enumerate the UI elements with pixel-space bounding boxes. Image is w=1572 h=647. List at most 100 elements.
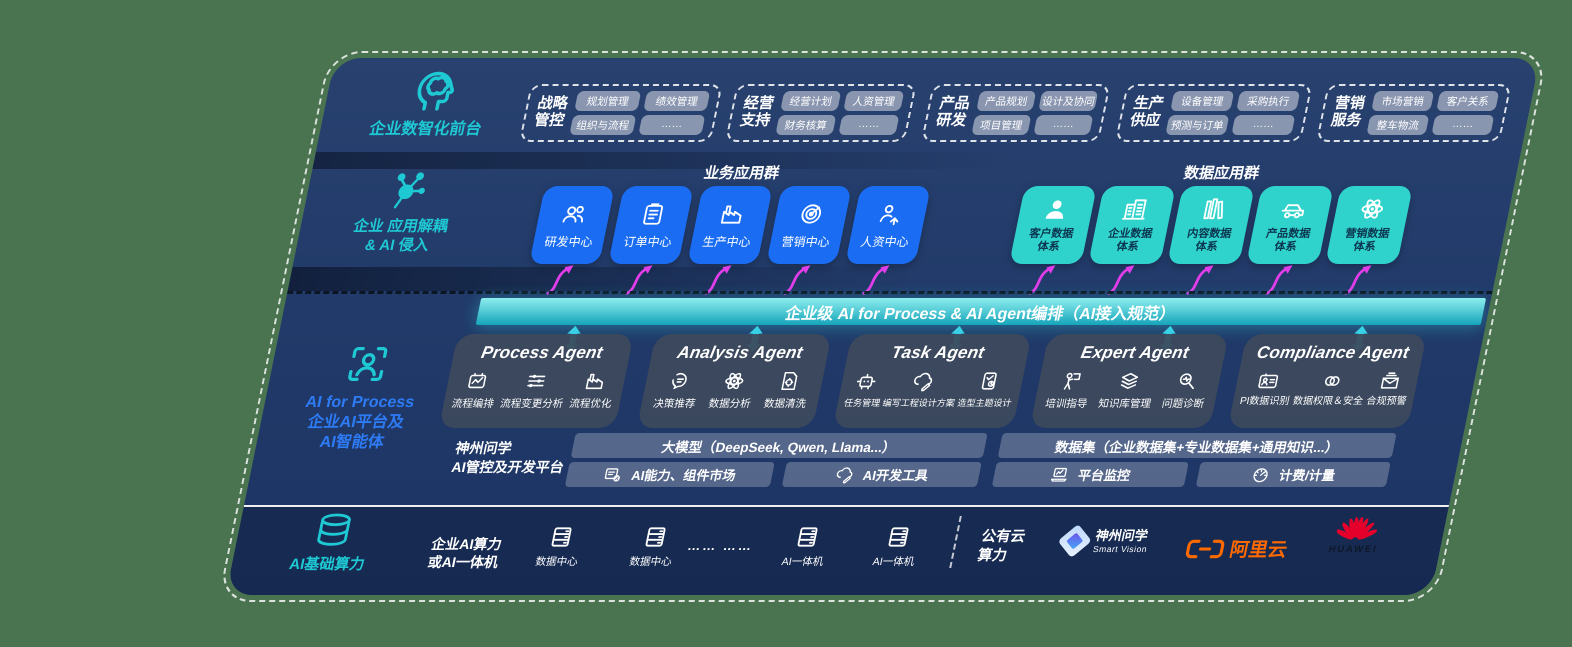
chip: 组织与流程 [569, 115, 637, 135]
compute-band-divider [243, 505, 1450, 507]
agent-item: 流程变更分析 [499, 370, 570, 411]
ai-appliance-node: AI一体机 [766, 524, 845, 569]
front-group-marketing: 营销 服务 市场营销 客户关系 整车物流 …… [1315, 84, 1512, 142]
head-brain-icon [404, 64, 464, 114]
huawei-flower-icon [1335, 514, 1381, 542]
decision-recommend-icon [666, 370, 692, 392]
agent-item: PI数据识别 [1239, 370, 1296, 407]
ai-appliance-node: AI一体机 [857, 524, 936, 569]
diagnosis-icon [1174, 370, 1200, 392]
business-app-production-center: 生产中心 [687, 186, 773, 264]
dev-tools-icon [833, 465, 856, 484]
agent-item: 编写工程设计方案 [882, 370, 962, 409]
agent-item: 数据权限＆安全 [1292, 370, 1370, 407]
chip: 整车物流 [1366, 115, 1430, 135]
chip: 经营计划 [780, 91, 842, 111]
enterprise-building-icon [1120, 196, 1151, 222]
order-clipboard-icon [638, 201, 669, 227]
business-apps-title: 业务应用群 [702, 165, 781, 182]
model-bar: 大模型（DeepSeek, Qwen, Llama...） [570, 433, 988, 458]
chip: 财务核算 [775, 115, 837, 135]
chip: …… [1033, 115, 1094, 135]
metering-bar: 计费/计量 [1195, 462, 1391, 487]
group-chips: 经营计划 人资管理 财务核算 …… [775, 91, 905, 135]
ai-components-icon [602, 465, 625, 484]
change-analysis-icon [523, 370, 549, 392]
training-icon [1058, 370, 1084, 392]
agent-item: 流程优化 [568, 370, 618, 411]
compute-rail-label: AI基础算力 [287, 556, 367, 573]
design-doc-icon [910, 370, 936, 392]
expert-agent-card: Expert Agent 培训指导 知识库管理 问题诊断 [1029, 334, 1229, 428]
data-app-enterprise: 企业数据 体系 [1088, 186, 1176, 264]
group-chips: 设备管理 采购执行 预测与订单 …… [1165, 91, 1301, 135]
ellipsis-nodes: …… …… [686, 538, 755, 553]
agent-item: 决策推荐 [652, 370, 702, 411]
data-app-product: 产品数据 体系 [1246, 186, 1334, 264]
agent-title: Analysis Agent [675, 343, 805, 362]
datacenter-node: 数据中心 [520, 524, 599, 569]
chip: …… [638, 115, 706, 135]
task-manage-icon [853, 370, 879, 392]
chip: 设备管理 [1170, 91, 1235, 111]
data-clean-icon [776, 370, 802, 392]
enterprise-compute-label: 企业AI算力 或AI一体机 [426, 536, 504, 571]
group-chips: 产品规划 设计及协同 项目管理 …… [971, 91, 1099, 135]
business-app-order-center: 订单中心 [608, 186, 694, 264]
alicloud-brackets-icon [1183, 538, 1227, 560]
chip: 产品规划 [976, 91, 1037, 111]
pi-recognition-icon [1256, 370, 1282, 392]
compliance-agent-card: Compliance Agent PI数据识别 数据权限＆安全 合规预警 [1227, 334, 1427, 428]
group-chips: 市场营销 客户关系 整车物流 …… [1366, 91, 1500, 135]
server-icon [640, 524, 671, 550]
compliance-alert-icon [1377, 370, 1403, 392]
front-group-supply: 生产 供应 设备管理 采购执行 预测与订单 …… [1114, 84, 1313, 142]
group-name: 经营 支持 [738, 95, 776, 129]
alicloud-vendor: 阿里云 [1182, 535, 1290, 562]
dataset-bar: 数据集（企业数据集+专业数据集+通用知识...） [997, 433, 1397, 458]
data-app-marketing: 营销数据 体系 [1325, 186, 1413, 264]
aifp-rail-label: AI for Process 企业AI平台及 AI智能体 [303, 394, 416, 451]
agent-item: 流程编排 [450, 370, 500, 411]
agent-title: Expert Agent [1079, 343, 1191, 362]
agent-title: Process Agent [479, 343, 605, 362]
platform-monitor-bar: 平台监控 [991, 462, 1189, 487]
orchestration-bar: 企业级 AI for Process & AI Agent编排（AI接入规范） [475, 298, 1487, 325]
decouple-rail-label: 企业 应用解耦 & AI 侵入 [351, 218, 450, 254]
front-group-product: 产品 研发 产品规划 设计及协同 项目管理 …… [920, 84, 1111, 142]
data-analysis-icon [721, 370, 747, 392]
main-panel: 企业数智化前台 战略 管控 规划管理 绩效管理 组织与流程 …… 经营 支持 经营计… [218, 51, 1548, 602]
meter-gauge-icon [1250, 465, 1273, 484]
layer-divider-dashed-line [286, 291, 1493, 294]
chip: 预测与订单 [1165, 115, 1230, 135]
molecule-icon [382, 168, 435, 212]
person-scan-icon [340, 341, 395, 387]
process-optimization-icon [582, 370, 608, 392]
agent-item: 造型主题设计 [956, 370, 1018, 409]
data-app-content: 内容数据 体系 [1167, 186, 1255, 264]
marketing-atom-icon [1357, 196, 1388, 222]
front-rail: 企业数智化前台 [338, 64, 523, 140]
huawei-vendor: HUAWEI [1320, 514, 1392, 555]
datacenter-node: 数据中心 [614, 524, 693, 569]
compute-rail: AI基础算力 [255, 510, 408, 575]
server-icon [546, 524, 577, 550]
front-rail-label: 企业数智化前台 [367, 121, 484, 138]
agent-item: 知识库管理 [1097, 370, 1158, 411]
business-app-hr-center: 人资中心 [845, 186, 931, 264]
business-app-marketing-center: 营销中心 [766, 186, 852, 264]
content-books-icon [1199, 196, 1230, 222]
chip: 规划管理 [574, 91, 642, 111]
platform-monitor-icon [1048, 465, 1071, 484]
agent-item: 数据分析 [707, 370, 757, 411]
chip: …… [838, 115, 900, 135]
data-apps-title: 数据应用群 [1182, 165, 1261, 182]
group-chips: 规划管理 绩效管理 组织与流程 …… [569, 91, 711, 135]
band-shadow-1 [312, 152, 1521, 169]
decouple-rail: 企业 应用解耦 & AI 侵入 [305, 168, 503, 256]
agent-item: 培训指导 [1044, 370, 1094, 411]
chip: 项目管理 [971, 115, 1032, 135]
server-icon [792, 524, 823, 550]
agent-item: 数据清洗 [762, 370, 812, 411]
team-icon [559, 201, 590, 227]
